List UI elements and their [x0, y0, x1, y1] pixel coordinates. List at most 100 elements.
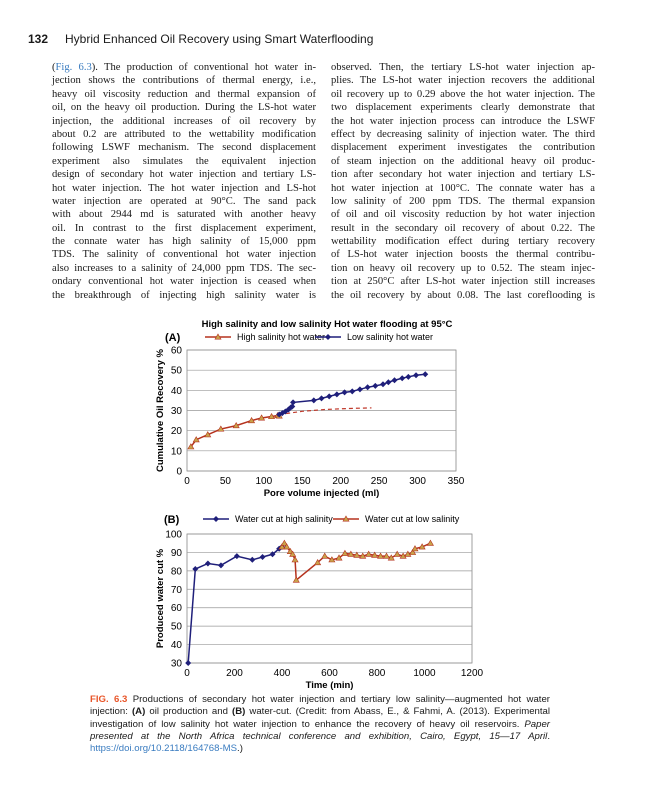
data-point	[187, 443, 195, 450]
data-point	[385, 379, 392, 386]
text-line: following LSWF mechanism. The second dis…	[52, 141, 316, 154]
caption-text: .	[547, 730, 550, 742]
x-axis-label: Time (min)	[306, 680, 354, 691]
text-line: observed. Then, the tertiary LS-hot wate…	[331, 61, 595, 74]
series-line	[279, 407, 372, 416]
data-point	[379, 381, 386, 388]
text: (	[52, 62, 56, 73]
line-text: ondary conventional hot water injection …	[52, 276, 316, 288]
data-point	[204, 431, 212, 438]
panel-label: (A)	[165, 332, 181, 344]
left-column: (Fig. 6.3). The production of convention…	[52, 61, 316, 302]
line-text: hot water injection at 100°C. The connat…	[331, 182, 595, 194]
legend-label: Water cut at low salinity	[365, 514, 460, 524]
data-point	[248, 416, 256, 424]
data-point	[413, 372, 420, 379]
data-point	[399, 375, 406, 382]
y-tick-label: 20	[171, 426, 183, 437]
series-line	[281, 541, 431, 582]
legend-item: Low salinity hot water	[315, 332, 433, 342]
right-column: observed. Then, the tertiary LS-hot wate…	[331, 61, 595, 302]
data-point	[292, 576, 300, 583]
x-axis-label: Pore volume injected (ml)	[264, 488, 380, 499]
line-text: the connate water has high salinity of 1…	[52, 236, 316, 248]
line-text: tion at 250°C after LS-hot water injecti…	[331, 276, 595, 288]
data-point	[418, 543, 426, 550]
data-point	[280, 539, 288, 546]
data-point	[232, 422, 240, 429]
series-1	[278, 539, 434, 583]
x-tick-label: 800	[369, 668, 386, 679]
text-line: water injection are operated at 90°C. Th…	[52, 195, 316, 208]
data-point	[377, 552, 385, 559]
text-line: jection shows the contributions of therm…	[52, 74, 316, 87]
text-line: TDS. The salinity of conventional hot wa…	[52, 248, 316, 261]
text-line: design of secondary hot water injection …	[52, 168, 316, 181]
legend-marker	[214, 333, 222, 340]
data-point	[372, 382, 379, 389]
data-point	[321, 552, 329, 559]
caption-text: Productions of secondary hot water injec…	[90, 694, 551, 718]
data-point	[268, 412, 276, 420]
x-tick-label: 300	[409, 476, 426, 487]
x-tick-label: 350	[448, 476, 465, 487]
text-line: the connate water has high salinity of 1…	[52, 235, 316, 248]
y-tick-label: 90	[171, 548, 183, 559]
data-point	[290, 399, 297, 406]
doi-link[interactable]: https://doi.org/10.2118/164768-MS	[90, 743, 238, 755]
data-point	[422, 371, 429, 378]
text-line: about 0.2 are attributed to the wettabil…	[52, 128, 316, 141]
data-point	[217, 562, 224, 569]
line-text: jection shows the contributions of therm…	[52, 75, 316, 87]
x-tick-label: 200	[332, 476, 349, 487]
data-point	[333, 391, 340, 398]
text-line: plies. The LS-hot water injection recove…	[331, 74, 595, 87]
data-point	[204, 560, 211, 567]
x-tick-label: 250	[371, 476, 388, 487]
data-point	[283, 543, 291, 550]
caption-text: (A)	[131, 706, 146, 718]
line-text: low salinity of 200 ppm TDS. The thermal…	[331, 195, 595, 207]
y-tick-label: 60	[171, 346, 183, 357]
legend-item: High salinity hot water	[205, 332, 325, 342]
line-text: effect by decreasing salinity of injecti…	[331, 128, 595, 140]
y-tick-label: 50	[171, 622, 183, 633]
legend-label: Water cut at high salinity	[235, 514, 333, 524]
line-text: injection, the additional increases of o…	[52, 115, 316, 127]
text-line: oil, on the heavy oil production. During…	[52, 101, 316, 114]
data-point	[185, 660, 192, 666]
data-point	[411, 545, 419, 552]
text-line: hot water injection. The hot water injec…	[52, 182, 316, 195]
text-line: the breakthrough of injecting high salin…	[52, 289, 316, 302]
text-line: effect by decreasing salinity of injecti…	[331, 128, 595, 141]
line-text: TDS. The salinity of conventional hot wa…	[52, 249, 316, 261]
line-text: design of secondary hot water injection …	[52, 169, 316, 181]
legend-marker	[213, 516, 219, 522]
data-point	[399, 552, 407, 559]
line-text: oil. In contrast to the first displaceme…	[52, 222, 316, 234]
data-point	[405, 373, 412, 380]
line-text: of steam injection on the additional hea…	[331, 155, 595, 167]
figure-label: FIG. 6.3	[90, 694, 128, 705]
text-line: oil recovery up to 0.29 above the hot wa…	[331, 88, 595, 101]
data-point	[391, 377, 398, 384]
text-line: tion at 250°C after LS-hot water injecti…	[331, 275, 595, 288]
caption-text: .)	[237, 743, 243, 755]
figure-link[interactable]: Fig. 6.3	[55, 62, 92, 73]
line-text: the breakthrough of injecting high salin…	[52, 289, 316, 301]
data-point	[314, 558, 322, 566]
line-text: result in the secondary oil recovery of …	[331, 222, 595, 234]
text-line: of steam injection on the additional hea…	[331, 155, 595, 168]
caption-text: water-cut. (Credit: from Abass, E., & Fa…	[90, 706, 551, 730]
panel-label: (B)	[164, 514, 180, 526]
line-text: with about 2944 md is saturated with ano…	[52, 209, 316, 221]
series-0	[187, 411, 283, 450]
caption-text: oil production and	[145, 706, 232, 718]
data-point	[365, 550, 373, 557]
data-point	[335, 554, 343, 561]
x-tick-label: 50	[220, 476, 232, 487]
y-axis-label: Cumulative Oil Recovery %	[155, 348, 166, 472]
text-line: with about 2944 md is saturated with ano…	[52, 208, 316, 221]
